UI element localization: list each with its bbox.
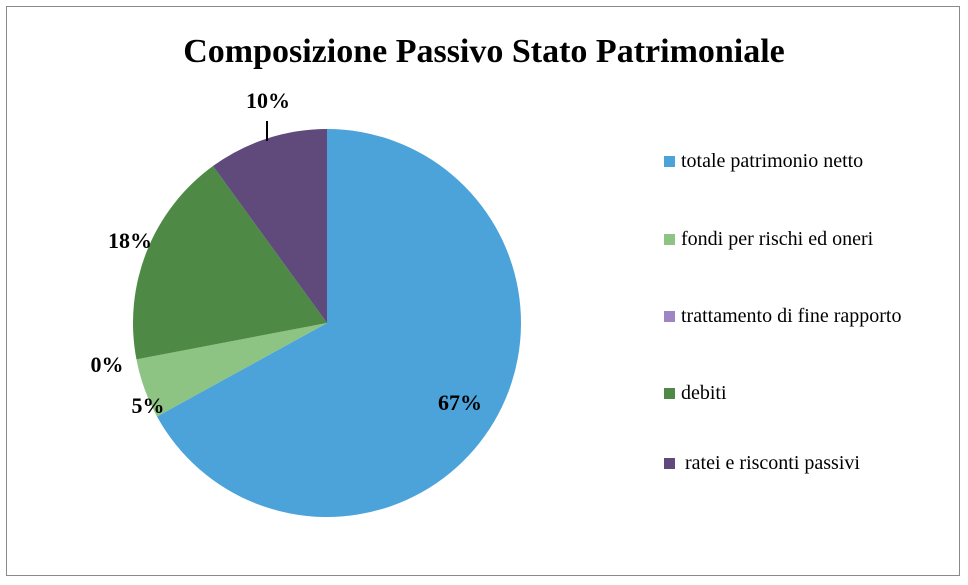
pie-slice	[136, 323, 327, 417]
legend-label: trattamento di fine rapporto	[681, 305, 902, 327]
legend-label: totale patrimonio netto	[681, 150, 864, 172]
pie-slice	[133, 166, 327, 360]
legend-label: ratei e risconti passivi	[685, 452, 860, 474]
legend-item: fondi per rischi ed oneri	[664, 226, 934, 253]
legend-item: debiti	[664, 380, 934, 407]
legend-item: trattamento di fine rapporto	[664, 303, 934, 330]
chart-title: Composizione Passivo Stato Patrimoniale	[183, 33, 785, 70]
data-label: 18%	[108, 228, 152, 253]
legend-label: fondi per rischi ed oneri	[681, 228, 874, 250]
legend-swatch	[664, 311, 675, 322]
chart-frame	[6, 6, 960, 576]
legend-item: totale patrimonio netto	[664, 148, 934, 175]
legend-label: debiti	[681, 382, 727, 404]
legend-swatch	[664, 458, 675, 469]
data-label: 67%	[438, 390, 482, 415]
legend-swatch	[664, 388, 675, 399]
data-label: 10%	[246, 88, 290, 113]
data-label: 5%	[132, 393, 165, 418]
pie-slice	[212, 129, 327, 323]
legend-item: ratei e risconti passivi	[664, 450, 934, 477]
legend-swatch	[664, 156, 675, 167]
data-label: 0%	[91, 352, 124, 377]
legend-swatch	[664, 234, 675, 245]
pie-slice	[156, 129, 522, 518]
